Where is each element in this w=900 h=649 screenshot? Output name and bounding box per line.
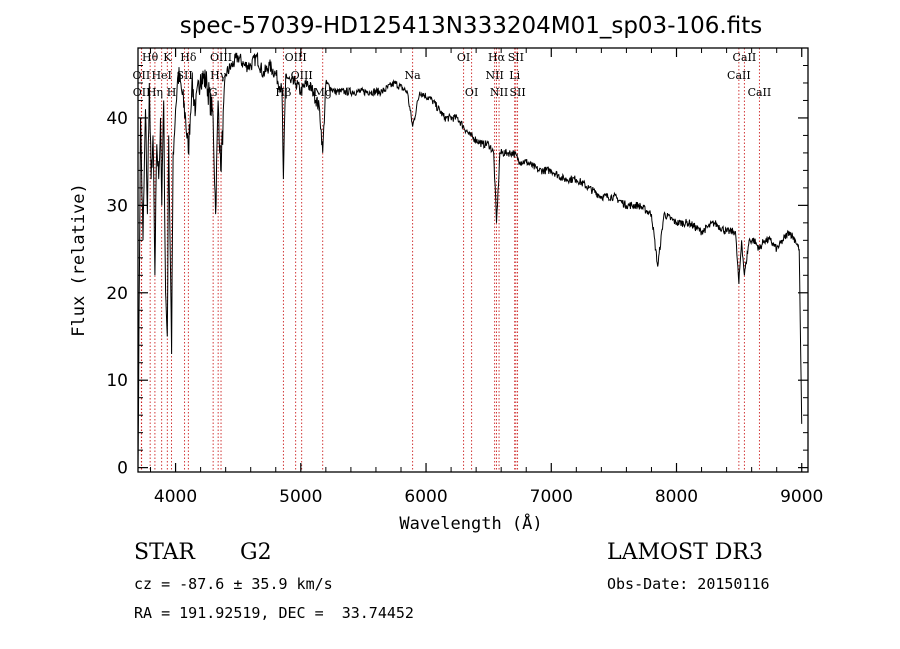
coordinates-readout: RA = 191.92519, DEC = 33.74452 [134,604,414,622]
line-label-7: SII [176,69,192,82]
plot-frame [137,47,809,473]
line-label-3: Hη [147,86,163,99]
line-label-0: Hθ [142,51,159,64]
line-label-14: Hβ [275,86,291,99]
line-label-12: OIII [285,51,307,64]
line-label-16: Na [405,69,422,82]
line-label-18: OI [465,86,478,99]
line-label-4: HeI [151,69,171,82]
x-tick-label-8000: 8000 [655,487,698,507]
y-tick-label-10: 10 [106,371,128,391]
line-label-1: OII [133,69,151,82]
spectrum-line [137,52,803,468]
line-label-6: H [167,86,177,99]
line-label-10: Hγ [210,69,227,82]
survey-name: LAMOST DR3 [607,540,763,565]
y-tick-label-20: 20 [106,284,128,304]
line-label-8: Hδ [180,51,197,64]
emission-line-markers [140,48,760,472]
line-label-19: Hα [488,51,506,64]
x-axis-label: Wavelength (Å) [399,512,542,534]
line-label-13: OIII [291,69,313,82]
object-subclass: G2 [240,540,272,565]
x-tick-label-5000: 5000 [279,487,322,507]
line-label-5: K [163,51,172,64]
x-tick-label-6000: 6000 [404,487,447,507]
y-tick-label-30: 30 [106,196,128,216]
x-axis: 4000 5000 6000 7000 8000 9000 [150,48,823,507]
observation-date: Obs-Date: 20150116 [607,575,770,593]
line-label-23: Li [509,69,520,82]
y-tick-label-0: 0 [117,459,128,479]
line-label-15: Mg [314,86,332,99]
line-label-25: CaII [733,51,757,64]
chart-title: spec-57039-HD125413N333204M01_sp03-106.f… [180,13,762,39]
line-label-20: NII [486,69,504,82]
line-label-27: CaII [748,86,772,99]
line-label-26: CaII [727,69,751,82]
y-tick-label-40: 40 [106,109,128,129]
spectrum-series [137,52,803,468]
y-axis: 0 10 20 30 40 [106,64,808,479]
line-label-24: SII [509,86,525,99]
line-label-21: NII [490,86,508,99]
redshift-readout: cz = -87.6 ± 35.9 km/s [134,575,333,593]
object-class: STAR [134,540,195,565]
x-tick-label-4000: 4000 [154,487,197,507]
line-label-11: G [209,86,218,99]
line-label-17: OI [457,51,470,64]
line-label-9: OIII [210,51,232,64]
y-axis-label: Flux (relative) [69,183,89,337]
x-tick-label-9000: 9000 [780,487,823,507]
x-tick-label-7000: 7000 [530,487,573,507]
line-label-22: SII [508,51,524,64]
line-label-2: OII [133,86,151,99]
